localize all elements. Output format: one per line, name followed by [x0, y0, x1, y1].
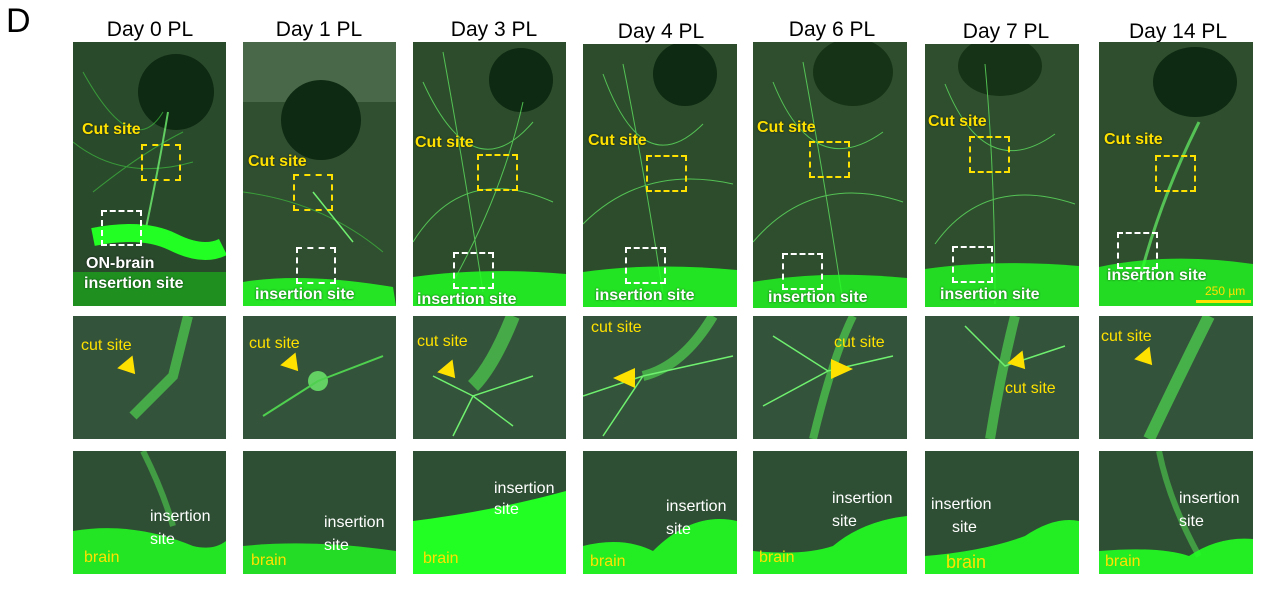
insertion-label-day4: insertion: [666, 498, 727, 515]
micrograph-day4-overview: [583, 44, 737, 307]
day-label-0: Day 0 PL: [106, 18, 194, 41]
cut-site-label-day4-zoom: cut site: [591, 319, 642, 336]
micrograph-day4-insertion-zoom: [583, 451, 737, 574]
micrograph-day3-insertion-zoom: [413, 451, 566, 574]
cut-site-label-day0-zoom: cut site: [81, 337, 132, 354]
cut-site-label-day14-zoom: cut site: [1101, 328, 1152, 345]
day-label-7: Day 7 PL: [962, 20, 1050, 43]
micrograph-day0-overview: [73, 42, 226, 306]
cut-site-box-day7: [969, 136, 1010, 173]
cut-site-box-day6: [809, 141, 850, 178]
site-label-day7: site: [952, 519, 977, 536]
micrograph-day7-overview: [925, 44, 1079, 307]
insertion-label-day0: insertion: [150, 508, 211, 525]
insertion-site-box-day14: [1117, 232, 1158, 269]
arrowhead-day6: [831, 359, 853, 379]
micrograph-day0-insertion-zoom: [73, 451, 226, 574]
arrowhead-day4: [613, 368, 635, 388]
insertion-site-box-day6: [782, 253, 823, 290]
cut-site-label-day0: Cut site: [82, 121, 141, 138]
micrograph-day14-overview: [1099, 42, 1253, 306]
insertion-site-box-day3: [453, 252, 494, 289]
micrograph-day4-cut-zoom: [583, 316, 737, 439]
insertion-site-label-day4: insertion site: [595, 287, 695, 304]
day-label-6: Day 6 PL: [788, 18, 876, 41]
cut-site-label-day6: Cut site: [757, 119, 816, 136]
brain-label-day0: brain: [84, 549, 120, 566]
cut-site-box-day3: [477, 154, 518, 191]
micrograph-day6-overview: [753, 42, 907, 308]
micrograph-day7-cut-zoom: [925, 316, 1079, 439]
insertion-label-day6: insertion: [832, 490, 893, 507]
brain-label-day6: brain: [759, 549, 795, 566]
insertion-site-label-day14: insertion site: [1107, 267, 1207, 284]
insertion-label-day3: insertion: [494, 480, 555, 497]
micrograph-day1-overview: [243, 42, 396, 306]
brain-label-day1: brain: [251, 552, 287, 569]
on-brain-label-line1: ON-brain: [86, 255, 155, 272]
insertion-label-day14: insertion: [1179, 490, 1240, 507]
day-label-3: Day 3 PL: [450, 18, 538, 41]
micrograph-day3-cut-zoom: [413, 316, 566, 439]
insertion-site-label-day7: insertion site: [940, 286, 1040, 303]
cut-site-label-day1: Cut site: [248, 153, 307, 170]
insertion-label-day1: insertion: [324, 514, 385, 531]
cut-site-box-day1: [293, 174, 333, 211]
insertion-site-label-day6: insertion site: [768, 289, 868, 306]
micrograph-day14-cut-zoom: [1099, 316, 1253, 439]
site-label-day6: site: [832, 513, 857, 530]
day-label-4: Day 4 PL: [617, 20, 705, 43]
site-label-day14: site: [1179, 513, 1204, 530]
brain-label-day14: brain: [1105, 553, 1141, 570]
insertion-site-box-day0: [101, 210, 142, 246]
cut-site-label-day7-zoom: cut site: [1005, 380, 1056, 397]
cut-site-label-day4: Cut site: [588, 132, 647, 149]
panel-letter: D: [6, 2, 31, 40]
cut-site-box-day4: [646, 155, 687, 192]
insertion-site-box-day1: [296, 247, 336, 284]
insertion-site-box-day4: [625, 247, 666, 284]
cut-site-label-day3: Cut site: [415, 134, 474, 151]
cut-site-box-day0: [141, 144, 181, 181]
brain-label-day7: brain: [946, 552, 987, 572]
site-label-day4: site: [666, 521, 691, 538]
site-label-day1: site: [324, 537, 349, 554]
site-label-day0: site: [150, 531, 175, 548]
micrograph-day0-cut-zoom: [73, 316, 226, 439]
brain-label-day3: brain: [423, 550, 459, 567]
scale-bar-label: 250 µm: [1205, 284, 1246, 298]
site-label-day3: site: [494, 501, 519, 518]
insertion-site-label-day3: insertion site: [417, 291, 517, 308]
insertion-site-label-day1: insertion site: [255, 286, 355, 303]
cut-site-label-day1-zoom: cut site: [249, 335, 300, 352]
micrograph-day7-insertion-zoom: [925, 451, 1079, 574]
micrograph-day14-insertion-zoom: [1099, 451, 1253, 574]
brain-label-day4: brain: [590, 553, 626, 570]
micrograph-day1-insertion-zoom: [243, 451, 396, 574]
micrograph-day1-cut-zoom: [243, 316, 396, 439]
micrograph-day6-cut-zoom: [753, 316, 907, 439]
day-label-1: Day 1 PL: [275, 18, 363, 41]
cut-site-label-day7: Cut site: [928, 113, 987, 130]
scale-bar: [1196, 300, 1251, 303]
insertion-label-day7: insertion: [931, 496, 992, 513]
cut-site-box-day14: [1155, 155, 1196, 192]
cut-site-label-day14: Cut site: [1104, 131, 1163, 148]
cut-site-label-day3-zoom: cut site: [417, 333, 468, 350]
on-brain-label-line2: insertion site: [84, 275, 184, 292]
insertion-site-box-day7: [952, 246, 993, 283]
micrograph-day6-insertion-zoom: [753, 451, 907, 574]
cut-site-label-day6-zoom: cut site: [834, 334, 885, 351]
day-label-14: Day 14 PL: [1128, 20, 1228, 43]
